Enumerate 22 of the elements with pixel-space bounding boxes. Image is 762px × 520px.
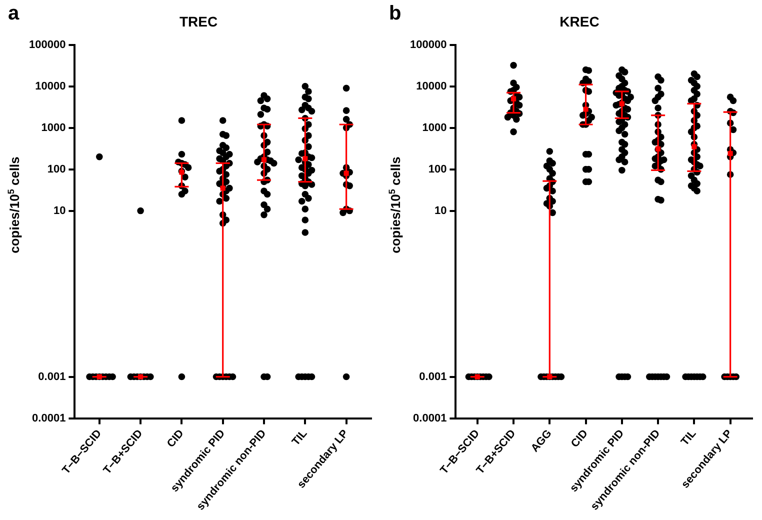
y-tick-label: 10 (434, 204, 447, 217)
y-tick-label: 0.0001 (413, 412, 447, 424)
y-tick-label: 100000 (28, 38, 66, 51)
y-tick-label: 100 (47, 163, 66, 176)
x-tick-label: TIL (290, 427, 310, 448)
text: b (389, 2, 402, 25)
y-tick-label: 10000 (35, 80, 66, 92)
x-tick-label: CID (569, 428, 590, 450)
y-tick-label: 0.001 (419, 370, 447, 383)
y-tick-label: 100000 (410, 38, 447, 51)
chart-title: TREC (179, 13, 218, 30)
y-tick-label: 10 (53, 204, 66, 217)
chart-title: KREC (560, 13, 600, 30)
x-tick-label: TIL (679, 427, 699, 448)
y-tick-label: 0.001 (38, 370, 66, 383)
y-tick-label: 1000 (41, 122, 66, 134)
y-tick-label: 100 (428, 163, 447, 176)
text: a (8, 2, 20, 25)
y-tick-label: 10000 (416, 80, 447, 92)
y-tick-label: 1000 (422, 122, 447, 134)
y-tick-label: 0.0001 (32, 412, 66, 424)
x-tick-label: CID (164, 428, 186, 450)
